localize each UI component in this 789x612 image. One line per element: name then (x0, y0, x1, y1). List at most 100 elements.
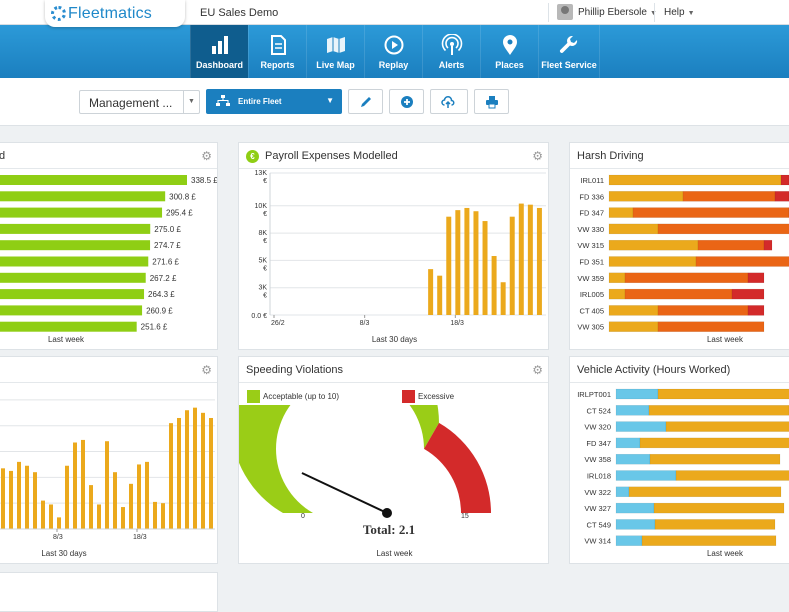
bar-segment (615, 502, 655, 514)
upload-button[interactable] (430, 89, 468, 114)
category-label: CT 405 (580, 306, 604, 315)
cloud-upload-icon (441, 96, 455, 108)
nav-replay[interactable]: Replay (364, 25, 422, 78)
category-label: VW 314 (584, 537, 611, 546)
fleet-select[interactable]: Entire Fleet ▼ (206, 89, 342, 114)
logo[interactable]: Fleetmatics (45, 0, 185, 27)
gear-icon[interactable]: ⚙ (532, 363, 543, 377)
bar-segment (608, 191, 684, 202)
gear-icon[interactable]: ⚙ (201, 149, 212, 163)
bar (49, 504, 53, 529)
fleet-select-value: Entire Fleet (238, 97, 282, 106)
category-label: VW 330 (577, 225, 604, 234)
bar-segment (615, 486, 630, 498)
logo-icon (51, 6, 66, 21)
bar (464, 207, 470, 315)
add-widget-button[interactable] (389, 89, 424, 114)
bar-segment (641, 535, 777, 546)
nav-places[interactable]: Places (480, 25, 538, 78)
gauge-max: 15 (461, 513, 469, 520)
bar-segment (697, 239, 765, 251)
bar-segment (608, 256, 697, 267)
nav-alerts[interactable]: Alerts (422, 25, 480, 78)
help-menu[interactable]: Help ▼ (664, 7, 695, 18)
bar-segment (615, 405, 650, 416)
panel-title: Vehicle Activity (Hours Worked) (577, 364, 731, 376)
harsh-driving-panel: Harsh Driving IRL011 FD 336 FD 347 VW 330 VW… (569, 142, 789, 350)
category-label: CT 549 (587, 520, 611, 529)
panel-footer: Last week (706, 335, 744, 344)
bar (121, 507, 125, 529)
bar (509, 216, 515, 315)
bar (1, 468, 5, 529)
y-tick-label: € (263, 211, 267, 218)
data-label: 264.3 £ (148, 290, 175, 299)
gear-icon[interactable]: ⚙ (532, 149, 543, 163)
bar-segment (639, 437, 789, 449)
y-tick-label: 8K (258, 230, 267, 237)
bar (113, 472, 117, 529)
y-tick-label: 5K (258, 257, 267, 264)
logo-text: Fleetmatics (68, 5, 152, 22)
bar-segment (615, 437, 641, 449)
speeding-panel: Speeding Violations ⚙ Acceptable (up to … (238, 356, 549, 564)
bar (455, 210, 461, 315)
bar (81, 439, 85, 529)
gauge-acceptable-arc (239, 405, 439, 513)
bar-segment (624, 288, 733, 300)
data-label: 260.9 £ (146, 306, 173, 315)
chevron-down-icon: ▼ (183, 91, 199, 113)
nav-label: Replay (378, 60, 409, 70)
avatar[interactable] (557, 4, 573, 20)
speeding-gauge (239, 405, 491, 518)
category-label: VW 320 (584, 423, 611, 432)
legend-swatch (247, 390, 260, 403)
y-tick-label: € (263, 265, 267, 272)
bar (185, 410, 189, 529)
bar-chart-icon (211, 36, 228, 54)
bar-segment (615, 535, 643, 546)
bar (145, 461, 149, 529)
dashboard-select[interactable]: Management ... ▼ (79, 90, 200, 114)
bar (41, 500, 45, 529)
bar (33, 472, 37, 529)
bar (437, 275, 443, 315)
bar (73, 442, 77, 529)
panel-title: Speeding Violations (246, 364, 344, 376)
nav-label: Dashboard (195, 60, 243, 70)
bar (17, 461, 21, 529)
category-label: VW 322 (584, 488, 611, 497)
edit-button[interactable] (348, 89, 383, 114)
panel-title: d (0, 150, 6, 162)
nav-reports[interactable]: Reports (248, 25, 306, 78)
panel-footer: Last week (376, 549, 413, 558)
bar (177, 417, 181, 529)
bar (161, 503, 165, 529)
bar-segment (657, 321, 765, 332)
bar-segment (624, 272, 749, 284)
gear-icon[interactable]: ⚙ (201, 363, 212, 377)
bar (0, 305, 143, 316)
data-label: 300.8 £ (169, 192, 196, 201)
print-button[interactable] (474, 89, 509, 114)
gauge-total: Total: 2.1 (362, 522, 416, 537)
divider (654, 3, 655, 22)
payroll-panel: € Payroll Expenses Modelled ⚙ 13K €10K €8K… (238, 142, 549, 350)
printer-icon (486, 96, 498, 109)
data-label: 275.0 £ (154, 225, 181, 234)
top-header: Fleetmatics EU Sales Demo Phillip Eberso… (0, 0, 789, 27)
nav-dashboard[interactable]: Dashboard (190, 25, 248, 78)
category-label: FD 336 (579, 192, 604, 201)
dashboard-select-value: Management ... (89, 96, 173, 110)
data-label: 295.4 £ (166, 209, 193, 218)
user-menu[interactable]: Phillip Ebersole▼ (578, 7, 657, 18)
nav-live-map[interactable]: Live Map (306, 25, 364, 78)
bar-segment (653, 502, 785, 514)
euro-badge-icon: € (246, 150, 259, 163)
panel-footer: Last week (706, 549, 744, 558)
panel-footer: Last week (47, 335, 85, 344)
pin-icon (502, 35, 517, 55)
panel-footer: Last 30 days (41, 549, 87, 558)
nav-fleet-service[interactable]: Fleet Service (538, 25, 600, 78)
bar (65, 465, 69, 529)
